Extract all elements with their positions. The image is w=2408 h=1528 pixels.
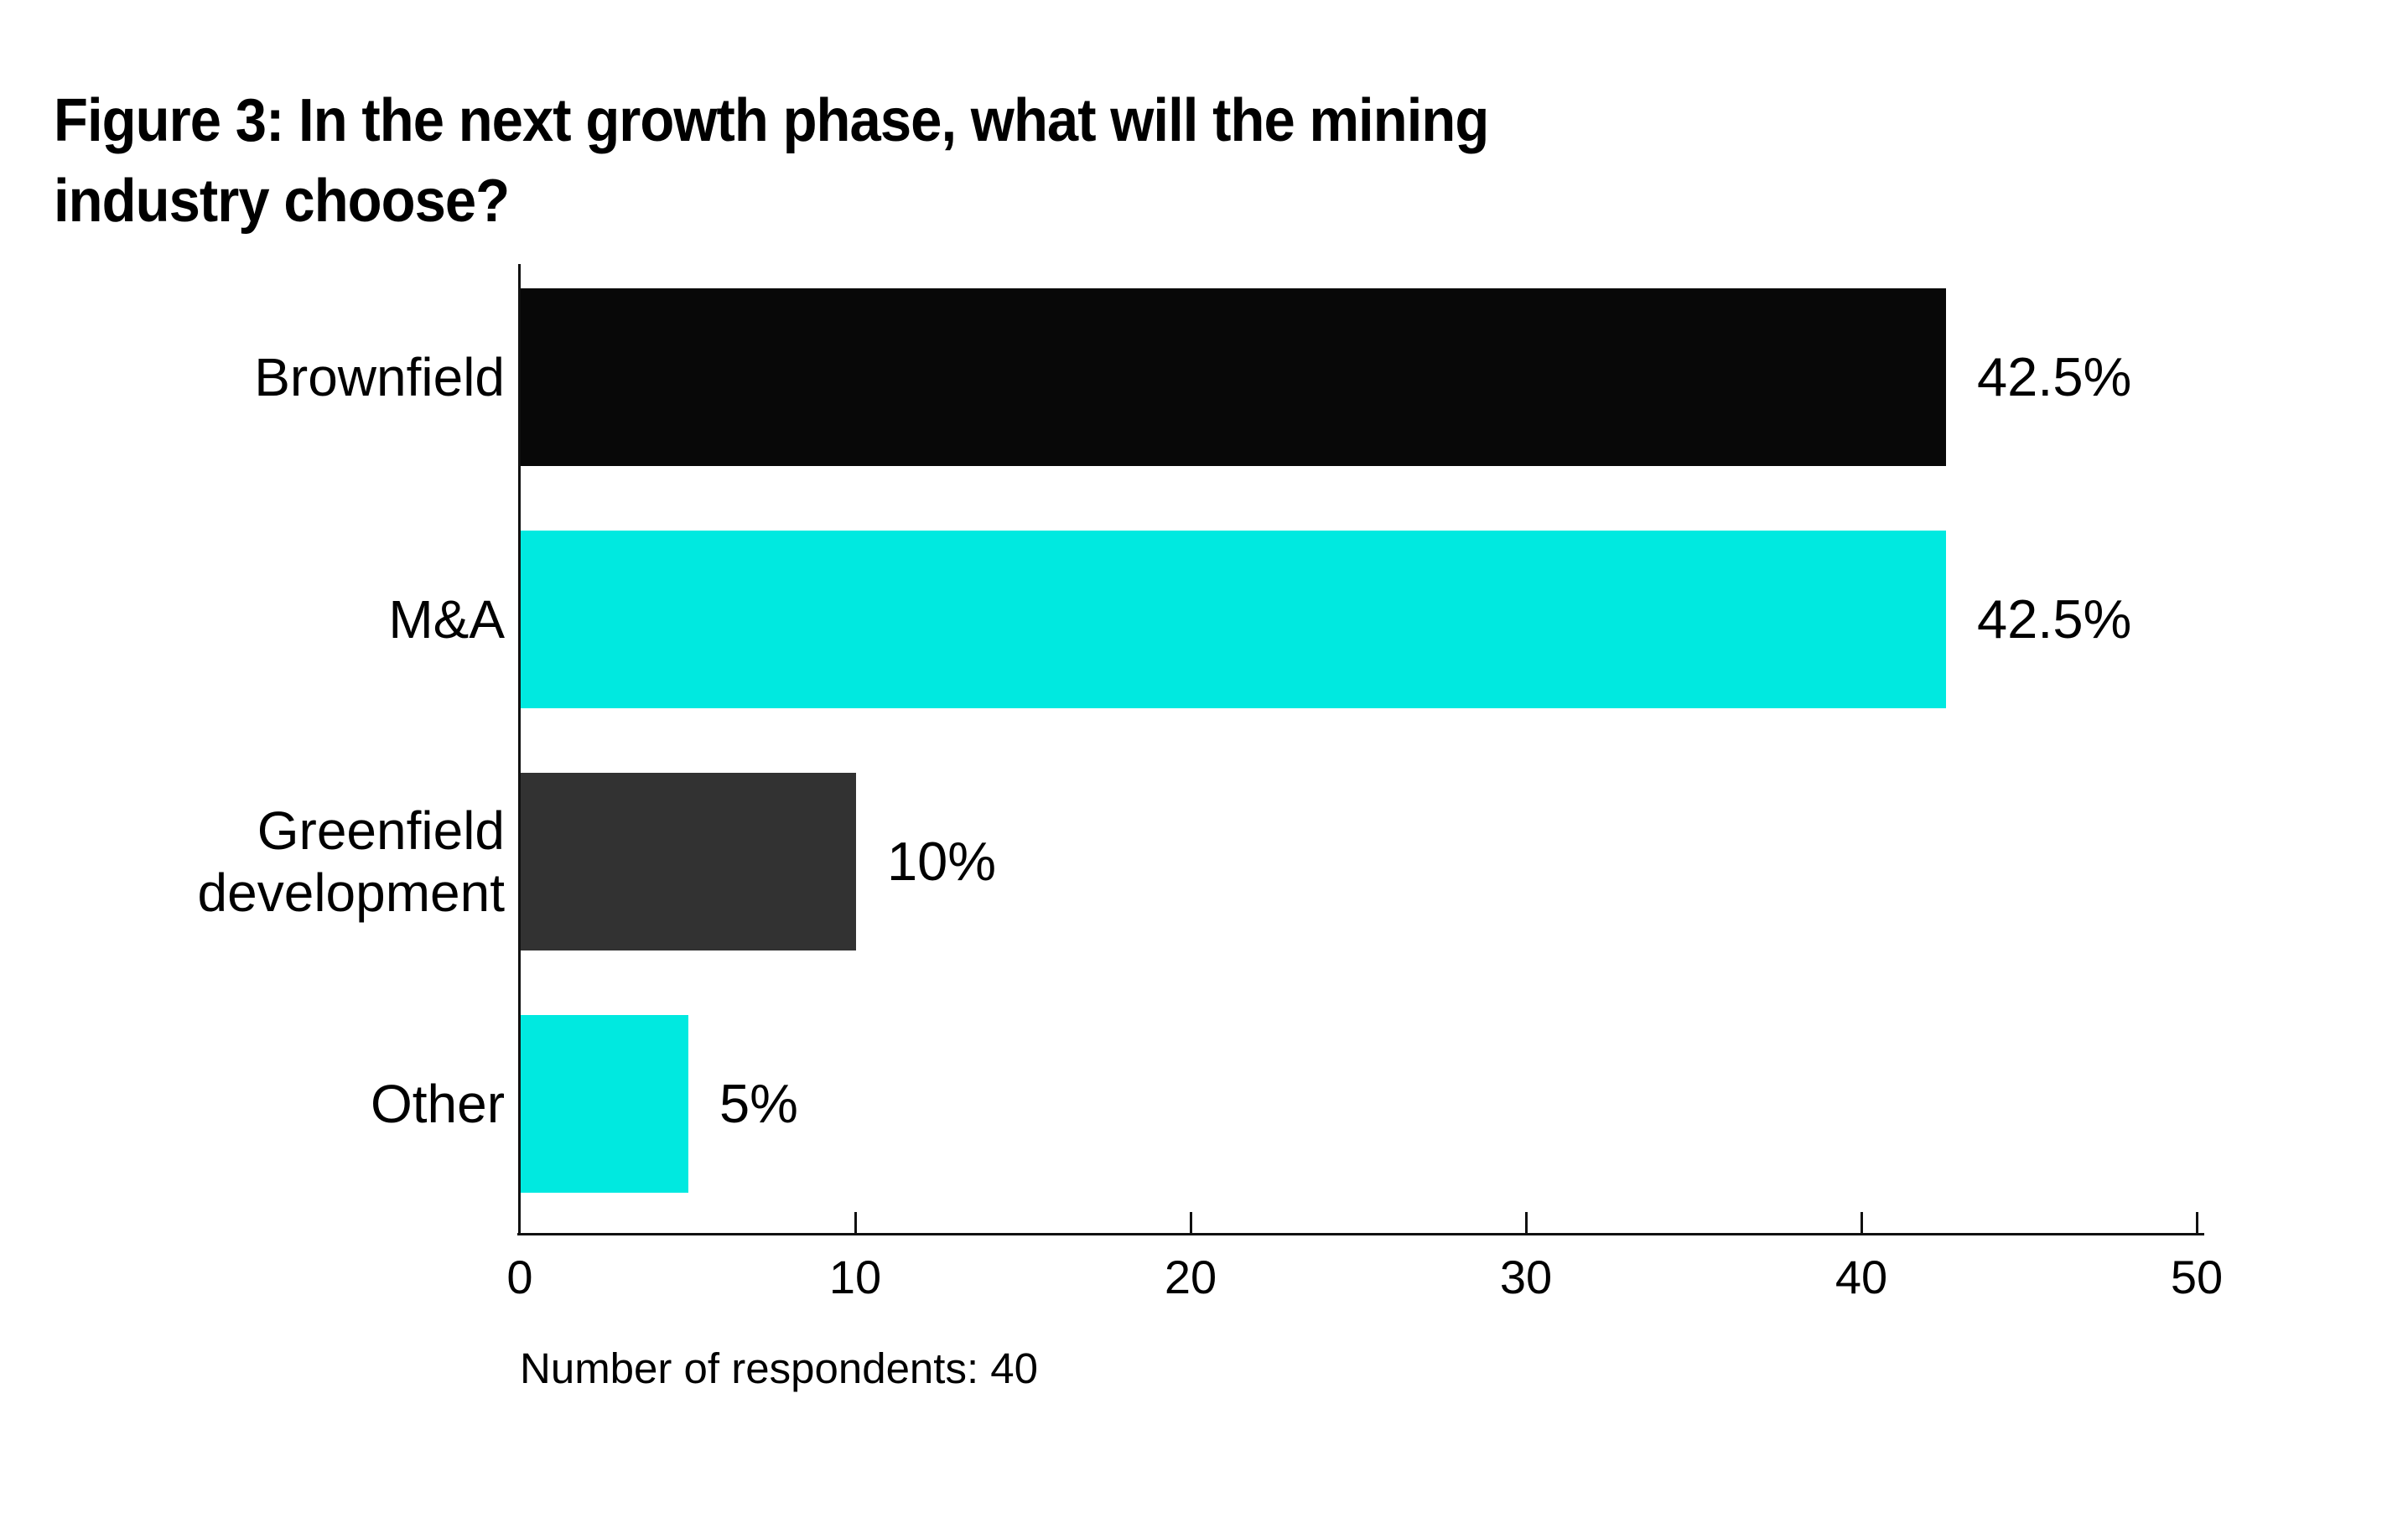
- x-tick-label-50: 50: [2170, 1251, 2224, 1303]
- value-label-brownfield: 42.5%: [1977, 346, 2132, 407]
- value-label-m-a: 42.5%: [1977, 588, 2132, 650]
- category-label-line: M&A: [388, 589, 505, 650]
- x-tick-mark-20: [1189, 1212, 1192, 1234]
- bar-m-a: [521, 531, 1946, 708]
- category-label-line: Greenfield: [257, 800, 505, 861]
- category-label-line: development: [197, 862, 505, 923]
- value-label-greenfield-development: 10%: [887, 831, 997, 892]
- x-tick-mark-30: [1524, 1212, 1528, 1234]
- value-label-other: 5%: [719, 1073, 798, 1134]
- figure-title: Figure 3: In the next growth phase, what…: [54, 80, 1489, 241]
- bar-greenfield-development: [521, 773, 856, 950]
- x-tick-mark-50: [2195, 1212, 2198, 1234]
- x-tick-label-20: 20: [1164, 1251, 1217, 1303]
- y-axis-line: [518, 264, 521, 1235]
- category-label-line: Brownfield: [254, 347, 505, 407]
- category-label-line: Other: [370, 1074, 505, 1134]
- respondents-note: Number of respondents: 40: [520, 1344, 1039, 1392]
- category-label-other: Other: [371, 1073, 505, 1135]
- figure-title-line1: Figure 3: In the next growth phase, what…: [54, 87, 1489, 154]
- x-tick-label-30: 30: [1499, 1251, 1553, 1303]
- category-label-brownfield: Brownfield: [254, 346, 505, 408]
- x-tick-label-10: 10: [828, 1251, 882, 1303]
- x-tick-label-40: 40: [1835, 1251, 1888, 1303]
- figure-title-line2: industry choose?: [54, 168, 510, 235]
- bar-brownfield: [521, 288, 1946, 466]
- x-tick-mark-10: [854, 1212, 857, 1234]
- category-label-m-a: M&A: [388, 588, 505, 650]
- x-tick-mark-40: [1860, 1212, 1863, 1234]
- category-label-greenfield-development: Greenfield development: [198, 800, 505, 924]
- bar-other: [521, 1015, 688, 1193]
- x-tick-label-0: 0: [506, 1251, 533, 1303]
- x-axis-line: [517, 1233, 2204, 1235]
